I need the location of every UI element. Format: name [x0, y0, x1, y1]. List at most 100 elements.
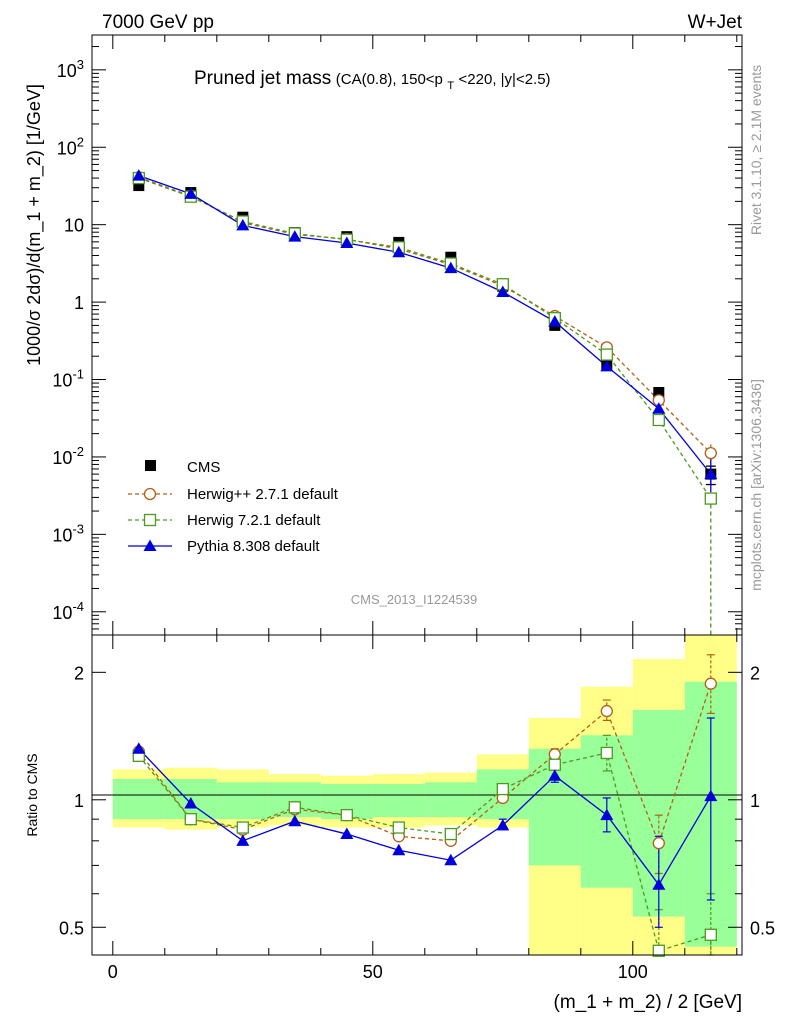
ratio-series [132, 654, 718, 957]
ratio-point-2 [652, 944, 665, 957]
x-tick-label: 50 [363, 962, 383, 982]
main-point-3 [392, 245, 406, 258]
ratio-point-3 [340, 827, 354, 840]
ratio-point-2 [392, 821, 405, 834]
ratio-y-label: Ratio to CMS [24, 753, 40, 836]
main-ticks: 10-4 10-3 10-2 10-1 1 10 102 103 [52, 35, 742, 635]
ratio-band-green [216, 782, 269, 820]
main-y-tick-label: 10-1 [52, 367, 84, 391]
main-y-tick-label: 10-2 [52, 444, 84, 468]
main-point-3 [288, 230, 302, 242]
ratio-ticks: 0 50 100 0.5 0.5 1 1 2 2 [59, 635, 775, 982]
plot-title: Pruned jet mass (CA(0.8), 150<p T <220, … [194, 68, 551, 93]
series-line-2 [138, 177, 712, 499]
main-panel: 10-4 10-3 10-2 10-1 1 10 102 103 [52, 34, 743, 636]
legend-label-cms: CMS [187, 459, 220, 476]
ratio-line-1 [138, 683, 712, 846]
title-main: Pruned jet mass [194, 68, 331, 89]
main-point-2 [600, 348, 613, 361]
main-point-3 [652, 402, 666, 414]
legend-label-herwigpp: Herwig++ 2.7.1 default [187, 486, 339, 503]
main-point-3 [340, 236, 354, 248]
ratio-point-3 [652, 878, 666, 890]
header-left: 7000 GeV pp [102, 12, 214, 33]
main-point-0 [445, 251, 457, 263]
main-point-0 [653, 386, 665, 398]
legend-marker-pythia [143, 539, 157, 551]
main-point-3 [184, 187, 198, 199]
ratio-point-3 [132, 742, 146, 754]
ratio-point-3 [184, 797, 198, 809]
ratio-frame [91, 634, 743, 956]
main-point-1 [704, 446, 717, 460]
ratio-y-tick-label-right: 0.5 [750, 918, 775, 938]
main-series [132, 169, 718, 635]
main-point-3 [704, 467, 718, 480]
legend-label-herwig7: Herwig 7.2.1 default [187, 512, 321, 529]
ratio-y-tick-label-right: 2 [750, 663, 760, 683]
side-label-bottom: mcplots.cern.ch [arXiv:1306.3436] [748, 379, 764, 591]
ratio-band-green [424, 782, 477, 818]
legend-marker-cms [145, 460, 156, 471]
title-cuts-sub: T [447, 80, 454, 92]
ratio-point-3 [496, 818, 510, 831]
ratio-y-tick-label-right: 1 [750, 791, 760, 811]
ratio-point-2 [340, 808, 353, 822]
legend-label-pythia: Pythia 8.308 default [187, 538, 320, 555]
x-axis-label: (m_1 + m_2) / 2 [GeV] [554, 992, 743, 1013]
main-y-tick-label: 10-4 [52, 599, 84, 623]
main-point-3 [496, 285, 510, 298]
ratio-point-1 [548, 748, 561, 761]
ratio-point-1 [704, 677, 717, 690]
main-point-2 [652, 413, 665, 427]
ratio-point-2 [548, 758, 561, 771]
ratio-point-3 [548, 769, 562, 781]
legend: CMS Herwig++ 2.7.1 default Herwig 7.2.1 … [128, 459, 339, 555]
ratio-band-green [112, 778, 165, 820]
ratio-point-2 [444, 827, 457, 841]
ratio-line-2 [138, 752, 711, 952]
ratio-point-2 [184, 813, 197, 826]
ratio-point-2 [288, 801, 301, 814]
y-axis-label: 1000/σ 2dσ)/d(m_1 + m_2) [1/GeV] [24, 84, 45, 366]
ratio-point-2 [496, 782, 509, 796]
main-y-tick-label: 103 [57, 57, 84, 81]
main-point-3 [236, 218, 250, 231]
main-y-tick-label: 102 [57, 134, 84, 158]
legend-marker-herwig7 [143, 513, 157, 527]
ratio-point-3 [236, 834, 250, 846]
main-y-tick-label: 10 [64, 216, 84, 236]
main-point-3 [444, 261, 458, 274]
ratio-point-2 [704, 928, 717, 941]
ratio-point-3 [704, 789, 718, 802]
series-line-3 [138, 175, 712, 475]
legend-marker-herwigpp [143, 487, 157, 501]
analysis-id: CMS_2013_I1224539 [351, 592, 478, 607]
ratio-panel: 0 50 100 0.5 0.5 1 1 2 2 [59, 634, 775, 982]
ratio-point-3 [392, 843, 406, 856]
ratio-point-3 [288, 814, 302, 827]
title-cuts-b: <220, |y|<2.5) [459, 71, 551, 88]
ratio-point-3 [600, 808, 614, 821]
side-label-top: Rivet 3.1.10, ≥ 2.1M events [748, 65, 764, 235]
ratio-point-2 [236, 821, 249, 834]
main-y-tick-label: 1 [74, 293, 84, 313]
ratio-point-1 [652, 836, 665, 850]
series-line-1 [138, 176, 712, 454]
main-point-0 [133, 180, 145, 192]
main-point-3 [600, 359, 614, 372]
ratio-y-tick-label-left: 1 [74, 791, 84, 811]
ratio-point-2 [600, 746, 613, 760]
ratio-point-3 [444, 853, 458, 866]
ratio-line-3 [138, 748, 712, 886]
header-right: W+Jet [688, 12, 743, 33]
ratio-y-tick-label-left: 0.5 [59, 918, 84, 938]
x-tick-label: 0 [108, 962, 118, 982]
ratio-band-green [372, 783, 425, 818]
title-cuts-a: (CA(0.8), 150<p [336, 71, 443, 88]
main-point-3 [132, 169, 146, 181]
ratio-y-tick-label-left: 2 [74, 663, 84, 683]
x-tick-label: 100 [618, 962, 648, 982]
ratio-point-1 [600, 704, 613, 718]
